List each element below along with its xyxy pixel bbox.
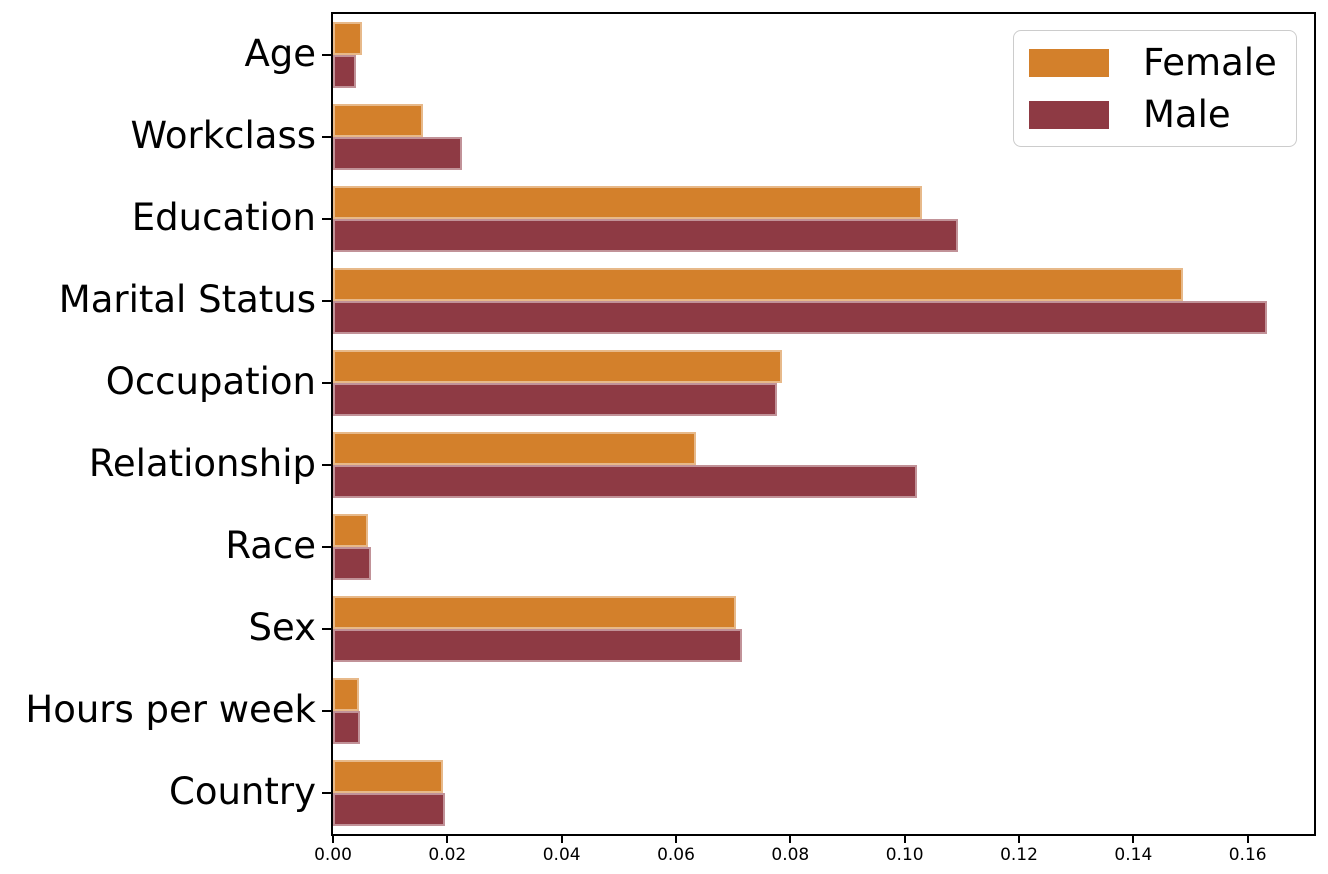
y-tick-mark [322, 136, 331, 138]
bar-female-workclass [333, 104, 424, 137]
x-tick-label-0.12: 0.12 [1000, 845, 1038, 865]
bar-female-relationship [333, 432, 697, 465]
x-tick-label-0.10: 0.10 [885, 845, 924, 865]
bar-male-relationship [333, 465, 918, 498]
x-tick-mark [903, 836, 906, 843]
y-tick-label-age: Age [244, 31, 316, 75]
legend: Female Male [1013, 30, 1297, 147]
x-tick-mark [789, 836, 792, 843]
x-tick-label-0.06: 0.06 [657, 845, 695, 865]
y-tick-mark [322, 218, 331, 220]
bar-male-sex [333, 629, 742, 662]
x-tick-mark [1018, 836, 1020, 843]
y-tick-label-relationship: Relationship [88, 441, 316, 485]
y-tick-label-race: Race [225, 523, 316, 567]
bar-male-country [333, 793, 446, 826]
y-tick-label-country: Country [169, 769, 316, 813]
bar-female-marital-status [333, 268, 1183, 301]
x-tick-mark [1246, 836, 1249, 843]
bar-female-occupation [333, 350, 783, 383]
bar-female-sex [333, 596, 737, 629]
bar-female-country [333, 760, 444, 793]
legend-entry-male: Male [1029, 96, 1296, 133]
y-tick-mark [322, 300, 331, 302]
legend-swatch-female [1029, 48, 1109, 77]
bar-female-age [333, 22, 362, 55]
y-tick-mark [322, 54, 331, 56]
y-tick-label-sex: Sex [248, 605, 317, 649]
y-tick-mark [322, 792, 331, 794]
y-tick-mark [322, 710, 331, 712]
y-tick-mark [322, 546, 331, 548]
bar-male-race [333, 547, 372, 580]
bar-male-hours-per-week [333, 711, 360, 744]
x-tick-label-0.02: 0.02 [428, 845, 467, 865]
bar-male-education [333, 219, 958, 252]
y-tick-mark [322, 628, 331, 630]
legend-label-female: Female [1143, 41, 1277, 84]
bar-male-occupation [333, 383, 777, 416]
bar-male-age [333, 55, 356, 88]
x-tick-mark [675, 836, 677, 843]
x-tick-label-0.16: 0.16 [1228, 845, 1267, 865]
y-tick-label-occupation: Occupation [105, 359, 316, 403]
x-tick-label-0.08: 0.08 [771, 845, 810, 865]
x-tick-mark [560, 836, 563, 843]
legend-swatch-male [1029, 100, 1109, 129]
x-tick-label-0.00: 0.00 [314, 845, 352, 865]
bar-female-education [333, 186, 923, 219]
legend-label-male: Male [1143, 93, 1231, 136]
x-tick-mark [332, 836, 334, 843]
y-tick-label-workclass: Workclass [130, 113, 316, 157]
x-tick-mark [446, 836, 449, 843]
x-tick-label-0.04: 0.04 [542, 845, 581, 865]
y-tick-mark [322, 382, 331, 384]
bar-female-race [333, 514, 369, 547]
bar-male-workclass [333, 137, 463, 170]
plot-area [331, 12, 1316, 836]
y-tick-label-marital-status: Marital Status [58, 277, 316, 321]
y-tick-label-hours-per-week: Hours per week [25, 687, 316, 731]
legend-entry-female: Female [1029, 44, 1296, 81]
x-tick-label-0.14: 0.14 [1114, 845, 1153, 865]
y-tick-label-education: Education [131, 195, 316, 239]
bar-female-hours-per-week [333, 678, 360, 711]
bar-male-marital-status [333, 301, 1268, 334]
x-tick-mark [1132, 836, 1135, 843]
y-tick-mark [322, 464, 331, 466]
